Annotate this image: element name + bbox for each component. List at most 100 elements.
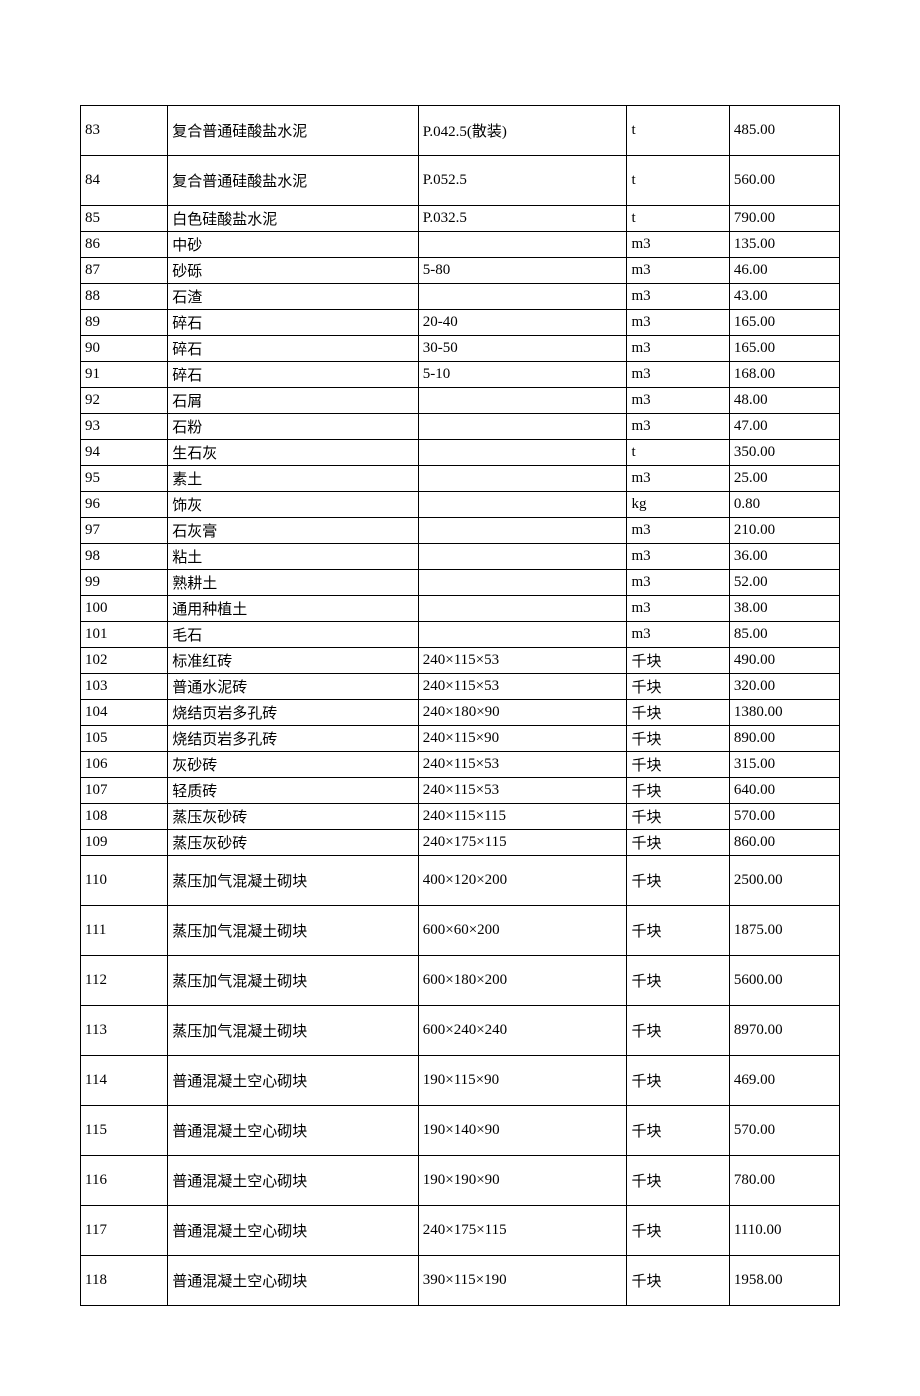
table-row: 97石灰膏m3210.00 — [81, 518, 840, 544]
table-row: 113蒸压加气混凝土砌块600×240×240千块8970.00 — [81, 1006, 840, 1056]
cell-price: 350.00 — [729, 440, 839, 466]
cell-unit: 千块 — [627, 674, 729, 700]
materials-price-table: 83复合普通硅酸盐水泥P.042.5(散装)t485.0084复合普通硅酸盐水泥… — [80, 105, 840, 1306]
cell-price: 890.00 — [729, 726, 839, 752]
cell-spec — [418, 440, 627, 466]
cell-unit: m3 — [627, 596, 729, 622]
cell-num: 106 — [81, 752, 168, 778]
cell-num: 111 — [81, 906, 168, 956]
cell-unit: m3 — [627, 570, 729, 596]
cell-unit: 千块 — [627, 906, 729, 956]
cell-num: 85 — [81, 206, 168, 232]
cell-unit: 千块 — [627, 726, 729, 752]
cell-price: 640.00 — [729, 778, 839, 804]
cell-price: 43.00 — [729, 284, 839, 310]
cell-spec: 390×115×190 — [418, 1256, 627, 1306]
cell-price: 25.00 — [729, 466, 839, 492]
cell-spec: 5-10 — [418, 362, 627, 388]
cell-price: 52.00 — [729, 570, 839, 596]
table-row: 106灰砂砖240×115×53千块315.00 — [81, 752, 840, 778]
cell-spec: 240×175×115 — [418, 830, 627, 856]
table-row: 100通用种植土m338.00 — [81, 596, 840, 622]
table-row: 85白色硅酸盐水泥P.032.5t790.00 — [81, 206, 840, 232]
table-row: 102标准红砖240×115×53千块490.00 — [81, 648, 840, 674]
cell-name: 蒸压加气混凝土砌块 — [168, 856, 418, 906]
cell-price: 0.80 — [729, 492, 839, 518]
table-row: 115普通混凝土空心砌块190×140×90千块570.00 — [81, 1106, 840, 1156]
cell-name: 碎石 — [168, 310, 418, 336]
cell-name: 通用种植土 — [168, 596, 418, 622]
cell-name: 粘土 — [168, 544, 418, 570]
cell-unit: m3 — [627, 544, 729, 570]
cell-unit: 千块 — [627, 956, 729, 1006]
cell-num: 102 — [81, 648, 168, 674]
cell-unit: t — [627, 206, 729, 232]
table-row: 118普通混凝土空心砌块390×115×190千块1958.00 — [81, 1256, 840, 1306]
cell-spec — [418, 492, 627, 518]
cell-name: 轻质砖 — [168, 778, 418, 804]
cell-price: 1958.00 — [729, 1256, 839, 1306]
cell-num: 116 — [81, 1156, 168, 1206]
cell-price: 490.00 — [729, 648, 839, 674]
cell-spec: 240×175×115 — [418, 1206, 627, 1256]
cell-name: 烧结页岩多孔砖 — [168, 700, 418, 726]
cell-price: 135.00 — [729, 232, 839, 258]
cell-num: 109 — [81, 830, 168, 856]
cell-num: 117 — [81, 1206, 168, 1256]
table-row: 104烧结页岩多孔砖240×180×90千块1380.00 — [81, 700, 840, 726]
cell-unit: m3 — [627, 622, 729, 648]
cell-price: 1380.00 — [729, 700, 839, 726]
table-row: 91碎石5-10m3168.00 — [81, 362, 840, 388]
cell-name: 蒸压加气混凝土砌块 — [168, 956, 418, 1006]
cell-price: 485.00 — [729, 106, 839, 156]
cell-price: 315.00 — [729, 752, 839, 778]
table-row: 86中砂m3135.00 — [81, 232, 840, 258]
cell-spec: 600×240×240 — [418, 1006, 627, 1056]
cell-num: 99 — [81, 570, 168, 596]
cell-num: 91 — [81, 362, 168, 388]
cell-spec — [418, 232, 627, 258]
cell-name: 蒸压加气混凝土砌块 — [168, 906, 418, 956]
cell-spec: 600×180×200 — [418, 956, 627, 1006]
cell-unit: 千块 — [627, 778, 729, 804]
table-row: 105烧结页岩多孔砖240×115×90千块890.00 — [81, 726, 840, 752]
cell-name: 普通混凝土空心砌块 — [168, 1156, 418, 1206]
cell-name: 普通混凝土空心砌块 — [168, 1256, 418, 1306]
table-row: 99熟耕土m352.00 — [81, 570, 840, 596]
cell-name: 标准红砖 — [168, 648, 418, 674]
cell-unit: 千块 — [627, 1056, 729, 1106]
cell-spec: 240×115×53 — [418, 648, 627, 674]
cell-unit: 千块 — [627, 1106, 729, 1156]
cell-unit: 千块 — [627, 1206, 729, 1256]
cell-spec: 600×60×200 — [418, 906, 627, 956]
cell-name: 碎石 — [168, 362, 418, 388]
cell-unit: m3 — [627, 362, 729, 388]
cell-spec — [418, 596, 627, 622]
cell-unit: 千块 — [627, 804, 729, 830]
cell-unit: 千块 — [627, 648, 729, 674]
cell-unit: 千块 — [627, 752, 729, 778]
cell-num: 101 — [81, 622, 168, 648]
cell-num: 100 — [81, 596, 168, 622]
table-row: 108蒸压灰砂砖240×115×115千块570.00 — [81, 804, 840, 830]
cell-name: 普通混凝土空心砌块 — [168, 1206, 418, 1256]
cell-price: 780.00 — [729, 1156, 839, 1206]
table-row: 101毛石m385.00 — [81, 622, 840, 648]
cell-name: 白色硅酸盐水泥 — [168, 206, 418, 232]
cell-unit: m3 — [627, 336, 729, 362]
table-row: 83复合普通硅酸盐水泥P.042.5(散装)t485.00 — [81, 106, 840, 156]
cell-num: 108 — [81, 804, 168, 830]
cell-name: 普通水泥砖 — [168, 674, 418, 700]
cell-spec: P.042.5(散装) — [418, 106, 627, 156]
cell-unit: m3 — [627, 414, 729, 440]
cell-name: 毛石 — [168, 622, 418, 648]
cell-unit: t — [627, 440, 729, 466]
cell-name: 饰灰 — [168, 492, 418, 518]
cell-price: 168.00 — [729, 362, 839, 388]
table-row: 107轻质砖240×115×53千块640.00 — [81, 778, 840, 804]
table-row: 93石粉m347.00 — [81, 414, 840, 440]
cell-name: 复合普通硅酸盐水泥 — [168, 156, 418, 206]
cell-name: 蒸压灰砂砖 — [168, 804, 418, 830]
cell-num: 115 — [81, 1106, 168, 1156]
cell-price: 1875.00 — [729, 906, 839, 956]
